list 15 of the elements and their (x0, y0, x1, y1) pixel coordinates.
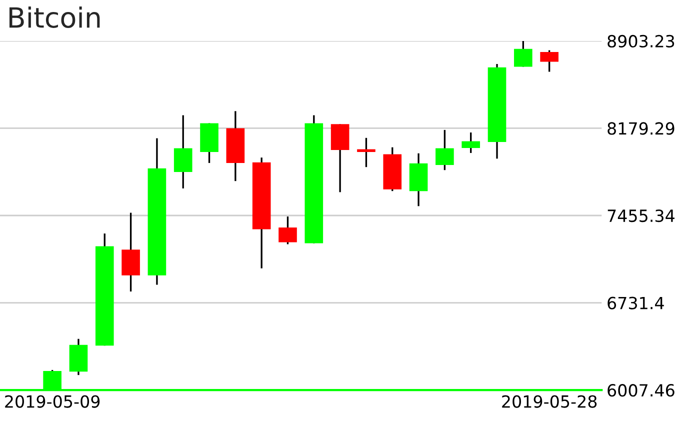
candlestick (436, 129, 454, 171)
y-tick-label: 6731.4 (608, 296, 664, 310)
candlestick (462, 132, 480, 154)
x-tick-label: 2019-05-09 (5, 395, 100, 408)
x-tick-label: 2019-05-28 (502, 395, 597, 408)
chart-title: Bitcoin (9, 6, 100, 28)
candlestick (514, 40, 532, 68)
candlestick (174, 114, 192, 190)
y-tick-label: 8179.29 (608, 122, 674, 135)
y-tick-label: 6007.46 (608, 384, 674, 397)
y-tick-label: 8903.23 (608, 34, 674, 48)
candlestick (278, 216, 297, 246)
y-tick-label: 7455.34 (608, 209, 674, 222)
candlestick (540, 49, 558, 73)
candlestick (357, 137, 376, 168)
